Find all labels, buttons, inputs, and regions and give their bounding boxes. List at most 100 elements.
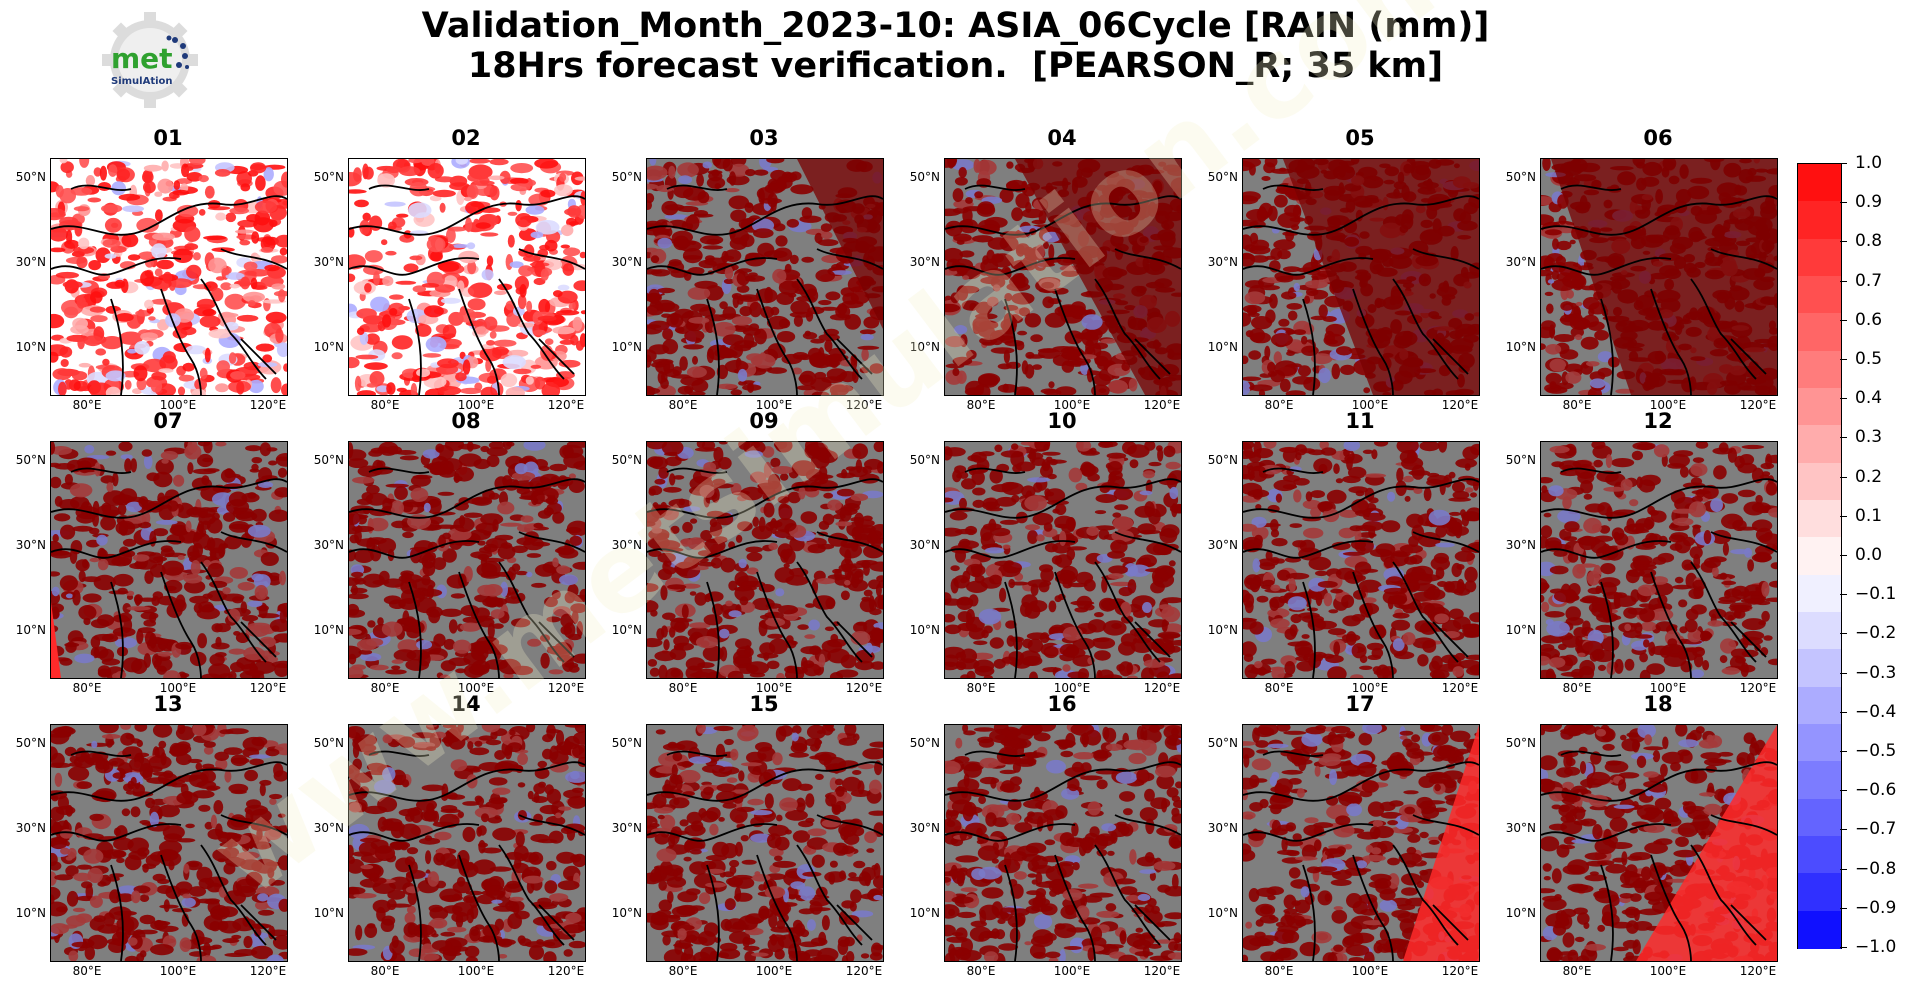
lat-tick-label: 50°N bbox=[15, 453, 46, 467]
panel-title-06: 06 bbox=[1643, 126, 1673, 150]
lon-tick-label: 80°E bbox=[1264, 964, 1294, 978]
lat-tick-label: 50°N bbox=[1207, 453, 1238, 467]
chart-title: Validation_Month_2023-10: ASIA_06Cycle [… bbox=[0, 6, 1911, 86]
colorbar-tick bbox=[1840, 241, 1847, 243]
colorbar-tick bbox=[1840, 555, 1847, 556]
colorbar-tick-label: 0.9 bbox=[1855, 192, 1883, 213]
map-panel-15 bbox=[646, 724, 884, 962]
lon-tick-label: 100°E bbox=[159, 964, 197, 978]
map-panel-08 bbox=[348, 441, 586, 679]
colorbar bbox=[1797, 163, 1842, 949]
lat-tick-label: 30°N bbox=[909, 821, 940, 835]
lat-tick-label: 10°N bbox=[15, 340, 46, 354]
colorbar-tick-label: −0.9 bbox=[1855, 897, 1897, 918]
lon-tick-label: 80°E bbox=[668, 398, 698, 412]
lon-tick-label: 100°E bbox=[1649, 681, 1687, 695]
colorbar-tick-label: 0.4 bbox=[1855, 388, 1883, 409]
lat-tick-label: 50°N bbox=[15, 736, 46, 750]
logo-met-text: met bbox=[111, 42, 173, 75]
map-panel-02 bbox=[348, 158, 586, 396]
panel-title-10: 10 bbox=[1047, 409, 1077, 433]
panel-title-07: 07 bbox=[153, 409, 183, 433]
lon-tick-label: 100°E bbox=[1351, 398, 1389, 412]
colorbar-step bbox=[1798, 574, 1841, 613]
lon-tick-label: 100°E bbox=[755, 681, 793, 695]
colorbar-step bbox=[1798, 873, 1841, 912]
lat-tick-label: 30°N bbox=[313, 255, 344, 269]
panel-title-11: 11 bbox=[1345, 409, 1375, 433]
lon-tick-label: 80°E bbox=[72, 398, 102, 412]
lat-tick-label: 10°N bbox=[611, 623, 642, 637]
lon-tick-label: 120°E bbox=[1441, 964, 1479, 978]
colorbar-tick bbox=[1840, 319, 1847, 321]
lat-tick-label: 10°N bbox=[909, 340, 940, 354]
lat-tick-label: 50°N bbox=[15, 170, 46, 184]
colorbar-step bbox=[1798, 276, 1841, 314]
colorbar-tick bbox=[1840, 751, 1847, 752]
lat-tick-label: 10°N bbox=[1207, 340, 1238, 354]
lat-tick-label: 10°N bbox=[1505, 906, 1536, 920]
lat-tick-label: 10°N bbox=[1505, 623, 1536, 637]
panel-title-14: 14 bbox=[451, 692, 481, 716]
lat-tick-label: 30°N bbox=[1207, 255, 1238, 269]
lon-tick-label: 100°E bbox=[457, 398, 495, 412]
lat-tick-label: 50°N bbox=[611, 453, 642, 467]
logo-sub-text: SimulAtion bbox=[111, 76, 173, 87]
colorbar-tick-label: −0.2 bbox=[1855, 623, 1897, 644]
lon-tick-label: 100°E bbox=[159, 398, 197, 412]
panel-title-01: 01 bbox=[153, 126, 183, 150]
lat-tick-label: 30°N bbox=[1505, 538, 1536, 552]
colorbar-tick-label: 0.8 bbox=[1855, 231, 1883, 252]
met-simulation-logo: met SimulAtion bbox=[95, 10, 205, 110]
lon-tick-label: 100°E bbox=[1053, 681, 1091, 695]
lon-tick-label: 120°E bbox=[1739, 681, 1777, 695]
colorbar-tick bbox=[1840, 476, 1847, 478]
map-panel-04 bbox=[944, 158, 1182, 396]
lat-tick-label: 30°N bbox=[15, 255, 46, 269]
map-panel-16 bbox=[944, 724, 1182, 962]
lat-tick-label: 50°N bbox=[1505, 170, 1536, 184]
colorbar-tick-label: −0.7 bbox=[1855, 819, 1897, 840]
colorbar-tick-label: −0.5 bbox=[1855, 741, 1897, 761]
colorbar-tick bbox=[1840, 163, 1847, 164]
lon-tick-label: 100°E bbox=[1649, 398, 1687, 412]
lon-tick-label: 120°E bbox=[845, 964, 883, 978]
map-panel-17 bbox=[1242, 724, 1480, 962]
colorbar-step bbox=[1798, 537, 1841, 576]
lon-tick-label: 120°E bbox=[1143, 398, 1181, 412]
lat-tick-label: 30°N bbox=[1505, 821, 1536, 835]
panel-title-13: 13 bbox=[153, 692, 183, 716]
lat-tick-label: 30°N bbox=[611, 538, 642, 552]
lat-tick-label: 30°N bbox=[313, 538, 344, 552]
lon-tick-label: 80°E bbox=[966, 964, 996, 978]
lon-tick-label: 120°E bbox=[249, 398, 287, 412]
colorbar-tick-label: −0.6 bbox=[1855, 780, 1897, 801]
lat-tick-label: 50°N bbox=[611, 170, 642, 184]
lat-tick-label: 30°N bbox=[15, 538, 46, 552]
colorbar-tick bbox=[1840, 202, 1847, 204]
colorbar-tick bbox=[1840, 280, 1847, 282]
lat-tick-label: 10°N bbox=[313, 906, 344, 920]
lat-tick-label: 50°N bbox=[909, 170, 940, 184]
panel-title-15: 15 bbox=[749, 692, 779, 716]
colorbar-step bbox=[1798, 238, 1841, 277]
colorbar-tick bbox=[1840, 868, 1847, 870]
lon-tick-label: 80°E bbox=[370, 964, 400, 978]
panel-title-05: 05 bbox=[1345, 126, 1375, 150]
map-panel-05 bbox=[1242, 158, 1480, 396]
lat-tick-label: 30°N bbox=[611, 821, 642, 835]
lat-tick-label: 50°N bbox=[1505, 453, 1536, 467]
map-panel-07 bbox=[50, 441, 288, 679]
colorbar-step bbox=[1798, 724, 1841, 762]
lon-tick-label: 100°E bbox=[1351, 964, 1389, 978]
panel-title-18: 18 bbox=[1643, 692, 1673, 716]
colorbar-tick-label: −0.8 bbox=[1855, 858, 1897, 879]
colorbar-step bbox=[1798, 201, 1841, 240]
lon-tick-label: 120°E bbox=[1739, 398, 1777, 412]
lat-tick-label: 30°N bbox=[611, 255, 642, 269]
map-panel-11 bbox=[1242, 441, 1480, 679]
lat-tick-label: 50°N bbox=[313, 170, 344, 184]
lat-tick-label: 30°N bbox=[909, 255, 940, 269]
panel-title-12: 12 bbox=[1643, 409, 1673, 433]
colorbar-tick bbox=[1840, 437, 1847, 439]
